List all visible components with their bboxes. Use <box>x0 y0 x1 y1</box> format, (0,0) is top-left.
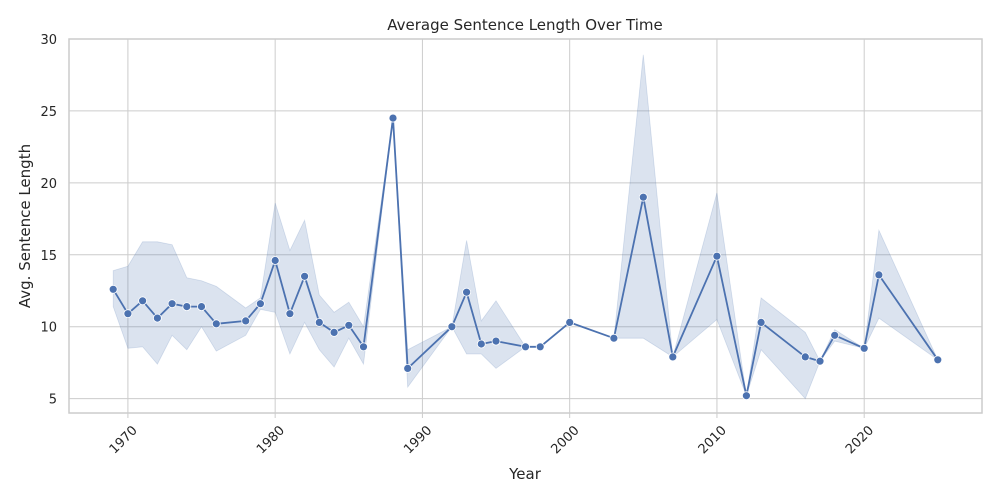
data-point <box>108 284 118 294</box>
y-tick-label: 10 <box>40 321 57 336</box>
x-tick-label: 2020 <box>843 423 877 457</box>
data-point <box>859 343 869 353</box>
data-point <box>138 296 148 306</box>
data-point <box>609 333 619 343</box>
grid <box>69 38 982 413</box>
x-axis-label: Year <box>508 465 542 483</box>
data-points <box>108 113 943 401</box>
data-point <box>359 342 368 352</box>
x-tick-label: 2000 <box>548 423 582 457</box>
data-point <box>800 352 810 362</box>
data-point <box>668 352 678 362</box>
chart-title: Average Sentence Length Over Time <box>387 16 663 34</box>
data-point <box>403 363 413 373</box>
x-tick-label: 1970 <box>107 423 141 457</box>
data-point <box>388 113 398 123</box>
y-tick-label: 20 <box>40 177 57 192</box>
y-tick-label: 25 <box>40 105 57 120</box>
data-point <box>535 342 545 352</box>
x-tick-labels: 1970 1980 1990 2000 2010 2020 <box>107 413 877 457</box>
x-tick-label: 1980 <box>254 423 288 457</box>
data-point <box>152 313 162 323</box>
data-point <box>314 317 324 327</box>
data-point <box>491 336 501 346</box>
x-tick-label: 2010 <box>696 423 730 457</box>
data-point <box>211 319 221 329</box>
y-axis-label: Avg. Sentence Length <box>16 144 34 308</box>
data-point <box>329 327 339 337</box>
confidence-band <box>112 54 939 400</box>
data-point <box>241 316 251 326</box>
y-tick-label: 15 <box>40 249 57 264</box>
plot-frame <box>68 38 983 414</box>
data-point <box>521 342 530 352</box>
data-point <box>874 270 884 280</box>
data-point <box>300 271 310 281</box>
data-point <box>123 309 133 319</box>
data-point <box>830 330 840 340</box>
data-point <box>285 309 295 319</box>
data-point <box>712 251 722 261</box>
data-point <box>197 302 206 312</box>
y-tick-label: 30 <box>40 33 57 48</box>
data-point <box>565 317 575 327</box>
data-point <box>255 299 265 309</box>
data-point <box>742 391 751 401</box>
data-point <box>270 256 280 265</box>
data-point <box>462 287 472 297</box>
data-point <box>476 339 486 349</box>
data-point <box>182 302 192 312</box>
y-tick-label: 5 <box>49 393 57 408</box>
y-tick-labels: 5 10 15 20 25 30 <box>40 33 57 408</box>
data-point <box>815 356 825 366</box>
x-tick-label: 1990 <box>401 423 435 457</box>
data-point <box>756 317 766 327</box>
data-point <box>167 299 177 309</box>
data-point <box>447 322 457 332</box>
data-point <box>933 355 943 365</box>
data-point <box>638 192 648 202</box>
data-point <box>344 320 354 330</box>
